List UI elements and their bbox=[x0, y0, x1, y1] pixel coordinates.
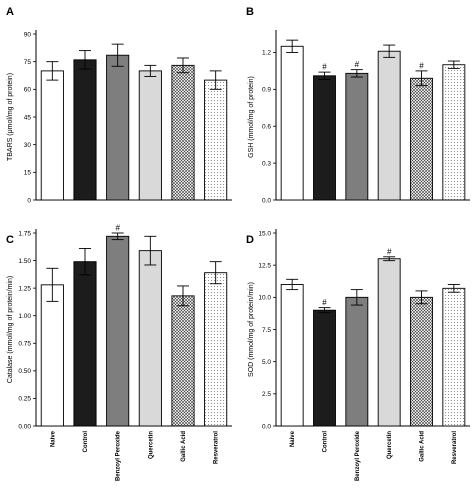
panel-d-bar bbox=[280, 284, 304, 427]
panel-a-letter: A bbox=[6, 6, 14, 18]
panel-a-y-tick-label: 15 bbox=[24, 170, 32, 177]
panel-d-letter: D bbox=[246, 234, 254, 246]
panel-c-y-tick-label: 0.50 bbox=[18, 368, 31, 375]
panel-c-y-tick-label: 1.50 bbox=[18, 258, 31, 265]
panel-b-y-tick-label: 1.2 bbox=[262, 50, 271, 57]
panel-b-y-tick-label: 0.3 bbox=[262, 160, 271, 167]
panel-b-significance-marker: # bbox=[419, 61, 424, 70]
panel-c-bar bbox=[73, 261, 97, 427]
panel-c-bar bbox=[204, 272, 228, 427]
panel-a-bar bbox=[171, 64, 195, 201]
panel-a-bar bbox=[106, 54, 130, 201]
panel-b-letter: B bbox=[246, 6, 254, 18]
panel-b-bar bbox=[345, 72, 369, 201]
panel-b-bar bbox=[442, 64, 466, 201]
panel-b-y-axis-label: GSH (mmol/mg of protein) bbox=[248, 76, 255, 158]
panel-d-y-tick-label: 15.0 bbox=[258, 230, 271, 237]
panel-d-category-label: Benzoyl Peroxide bbox=[355, 430, 361, 481]
panel-c-y-tick-label: 0.75 bbox=[18, 341, 31, 348]
panel-a-y-tick-label: 0 bbox=[27, 197, 31, 204]
panel-a-bar bbox=[204, 79, 228, 201]
panel-a-y-tick-label: 75 bbox=[24, 59, 32, 66]
panel-d-category-label: Control bbox=[323, 431, 329, 453]
panel-a-y-tick-label: 45 bbox=[24, 114, 32, 121]
panel-c-y-tick-label: 1.00 bbox=[18, 313, 31, 320]
panel-c-bar bbox=[106, 235, 130, 427]
panel-d-y-tick-label: 2.5 bbox=[262, 391, 271, 398]
panel-d-category-label: Resveratrol bbox=[452, 431, 458, 464]
panel-d-y-axis-label: SOD (mmol/mg of protein/min) bbox=[248, 282, 255, 377]
panel-c-y-axis-label: Catalase (mmol/mg of protein/min) bbox=[7, 276, 14, 383]
panel-d-category-label: Gallic Acid bbox=[420, 431, 426, 462]
panel-a-bar bbox=[40, 70, 64, 201]
panel-b-bar bbox=[313, 75, 336, 201]
panel-c-category-label: Benzoyl Peroxide bbox=[116, 430, 122, 481]
panel-a-bar bbox=[73, 59, 97, 201]
panel-d-bar bbox=[377, 258, 401, 427]
panel-c-y-tick-label: 1.25 bbox=[18, 285, 31, 292]
panel-d-bar bbox=[410, 296, 433, 427]
panel-c-letter: C bbox=[6, 234, 14, 246]
panel-b-significance-marker: # bbox=[322, 63, 327, 72]
panel-d-category-label: Naive bbox=[290, 430, 296, 447]
panel-c-bar bbox=[40, 284, 64, 427]
panel-d-bar bbox=[442, 287, 466, 427]
panel-c-significance-marker: # bbox=[115, 224, 120, 233]
panel-a-bar bbox=[138, 70, 162, 201]
panel-b-bar bbox=[410, 77, 433, 201]
panel-d-y-tick-label: 10.0 bbox=[258, 295, 271, 302]
panel-c-y-tick-label: 0.25 bbox=[18, 396, 31, 403]
panel-d-significance-marker: # bbox=[387, 247, 392, 256]
panel-a-y-axis-label: TBARS (μmol/mg of protein) bbox=[7, 73, 14, 161]
panel-a-y-tick-label: 30 bbox=[24, 142, 32, 149]
panel-a-y-tick-label: 90 bbox=[24, 31, 32, 38]
panel-c-category-label: Gallic Acid bbox=[181, 431, 187, 462]
panel-c-bar bbox=[138, 250, 162, 427]
panel-b-y-tick-label: 0.9 bbox=[262, 87, 271, 94]
panel-c-category-label: Quercetin bbox=[148, 431, 154, 459]
panel-c-category-label: Resveratrol bbox=[214, 431, 220, 464]
panel-d-category-label: Quercetin bbox=[387, 431, 393, 459]
panel-c-y-tick-label: 1.75 bbox=[18, 230, 31, 237]
panel-b-significance-marker: # bbox=[355, 60, 360, 69]
panel-c-category-label: Naive bbox=[50, 430, 56, 447]
panel-c-bar bbox=[171, 295, 195, 427]
panel-d-y-tick-label: 5.0 bbox=[262, 359, 271, 366]
panel-d-bar bbox=[313, 309, 336, 427]
panel-d-bar bbox=[345, 296, 369, 427]
panel-a-y-tick-label: 60 bbox=[24, 87, 32, 94]
panel-c-y-tick-label: 0.00 bbox=[18, 423, 31, 430]
panel-b-bar bbox=[377, 50, 401, 201]
panel-d-significance-marker: # bbox=[322, 298, 327, 307]
panel-d-y-tick-label: 7.5 bbox=[262, 327, 271, 334]
panel-b-y-tick-label: 0.0 bbox=[262, 197, 271, 204]
panel-b-y-tick-label: 0.6 bbox=[262, 124, 271, 131]
panel-c-category-label: Control bbox=[83, 431, 89, 453]
panel-d-y-tick-label: 12.5 bbox=[258, 262, 271, 269]
panel-d-y-tick-label: 0.0 bbox=[262, 423, 271, 430]
panel-b-bar bbox=[280, 45, 304, 201]
